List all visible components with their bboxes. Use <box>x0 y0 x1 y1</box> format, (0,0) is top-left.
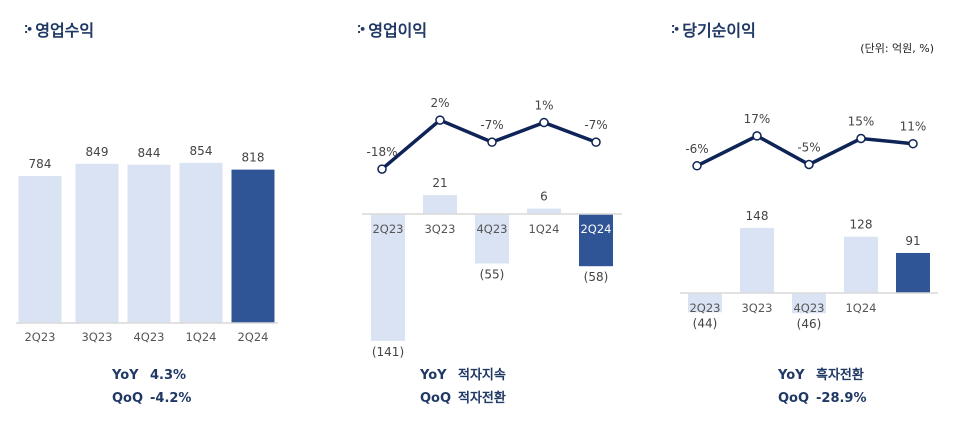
ratio-point <box>856 133 866 144</box>
category-label: 4Q23 <box>476 222 507 236</box>
value-label: 128 <box>850 218 873 232</box>
title-text: 영업이익 <box>368 21 428 40</box>
value-label: 6 <box>540 190 548 204</box>
bar-2Q23 <box>688 293 722 313</box>
value-label: (46) <box>797 317 822 331</box>
chart-title-net-income: ⁚• 당기순이익 <box>671 17 756 41</box>
category-label: 2Q23 <box>372 222 403 236</box>
dots-icon: ⁚• <box>357 22 366 36</box>
value-label: 148 <box>746 209 769 223</box>
value-label: (141) <box>372 345 404 359</box>
summary-revenue: YoY 4.3% QoQ -4.2% <box>112 364 191 410</box>
bar-2Q23 <box>18 176 62 323</box>
bar-4Q23 <box>792 293 826 314</box>
ratio-label: -7% <box>584 118 607 132</box>
yoy-value: 적자지속 <box>458 368 506 383</box>
category-label: 2Q24 <box>580 222 611 236</box>
ratio-point <box>377 164 387 174</box>
category-label: 2Q24 <box>897 301 928 315</box>
value-label: 854 <box>190 144 213 158</box>
qoq-label: QoQ <box>112 391 144 406</box>
qoq-value: -4.2% <box>150 391 192 406</box>
category-label: 1Q24 <box>185 330 216 344</box>
category-label: 1Q24 <box>845 301 876 315</box>
yoy-label: YoY <box>420 368 447 383</box>
chart-title-operating-income: ⁚• 영업이익 <box>357 17 427 41</box>
bar-3Q23 <box>740 227 774 293</box>
value-label: (58) <box>584 270 609 284</box>
bar-3Q23 <box>423 195 457 214</box>
category-label: 2Q23 <box>689 301 720 315</box>
value-label: 21 <box>432 176 447 190</box>
ratio-point <box>692 161 702 171</box>
ratio-label: 15% <box>848 115 875 129</box>
yoy-value: 흑자전환 <box>816 368 864 383</box>
qoq-label: QoQ <box>778 391 810 406</box>
bar-1Q24 <box>527 208 561 214</box>
ratio-label: -7% <box>480 118 503 132</box>
category-label: 4Q23 <box>133 330 164 344</box>
value-label: 849 <box>86 145 109 159</box>
value-label: (55) <box>480 268 505 282</box>
yoy-label: YoY <box>112 368 139 383</box>
qoq-value: 적자전환 <box>458 391 506 406</box>
ratio-label: -18% <box>366 145 397 159</box>
category-label: 2Q24 <box>237 330 268 344</box>
bar-2Q24 <box>579 214 613 267</box>
ratio-point <box>908 138 918 149</box>
dots-icon: ⁚• <box>24 22 33 36</box>
summary-operating-income: YoY 적자지속 QoQ 적자전환 <box>420 364 506 410</box>
ratio-label: 11% <box>900 120 927 134</box>
bar-2Q24 <box>231 169 275 323</box>
category-label: 3Q23 <box>424 222 455 236</box>
ratio-label: -5% <box>797 141 820 155</box>
category-label: 3Q23 <box>81 330 112 344</box>
ratio-point <box>804 159 814 170</box>
ratio-label: 17% <box>744 112 771 126</box>
category-label: 2Q23 <box>24 330 55 344</box>
bar-2Q24 <box>896 252 930 293</box>
bar-1Q24 <box>179 162 223 323</box>
qoq-label: QoQ <box>420 391 452 406</box>
chart-title-revenue: ⁚• 영업수익 <box>24 17 94 41</box>
bar-1Q24 <box>844 236 878 293</box>
category-label: 4Q23 <box>793 301 824 315</box>
value-label: 844 <box>138 146 161 160</box>
ratio-label: -6% <box>685 142 708 156</box>
bar-4Q23 <box>127 164 171 323</box>
ratio-point <box>539 117 549 128</box>
ratio-point <box>487 137 497 147</box>
category-label: 1Q24 <box>528 222 559 236</box>
unit-label: (단위: 억원, %) <box>860 42 934 55</box>
value-label: 818 <box>242 151 265 165</box>
title-text: 당기순이익 <box>682 21 756 40</box>
yoy-label: YoY <box>778 368 805 383</box>
yoy-value: 4.3% <box>150 368 187 383</box>
ratio-label: 2% <box>430 96 449 110</box>
bar-4Q23 <box>475 214 509 264</box>
value-label: (44) <box>693 316 718 330</box>
title-text: 영업수익 <box>35 21 95 40</box>
qoq-value: -28.9% <box>816 391 867 406</box>
value-label: 784 <box>29 157 52 171</box>
ratio-point <box>435 115 445 125</box>
ratio-point <box>752 131 762 141</box>
summary-net-income: YoY 흑자전환 QoQ -28.9% <box>778 364 867 410</box>
dots-icon: ⁚• <box>671 22 680 36</box>
ratio-point <box>591 137 601 147</box>
value-label: 91 <box>905 234 920 248</box>
bar-2Q23 <box>371 214 405 341</box>
bar-3Q23 <box>75 163 119 323</box>
ratio-label: 1% <box>534 99 553 113</box>
category-label: 3Q23 <box>741 301 772 315</box>
